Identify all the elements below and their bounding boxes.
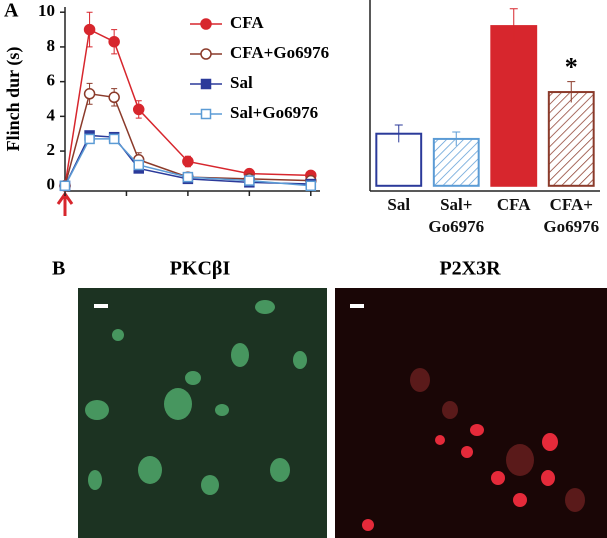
scale-bar [350, 304, 364, 308]
image-title: P2X3R [439, 258, 501, 280]
bar [547, 91, 595, 187]
marker [108, 35, 120, 48]
legend-marker [200, 108, 212, 120]
x-tick-label: Sal+ Go6976 [428, 195, 485, 236]
scale-bar [94, 304, 108, 308]
legend-label: Sal+Go6976 [230, 103, 318, 122]
marker [84, 133, 95, 145]
legend-marker [200, 78, 212, 90]
marker [108, 91, 120, 104]
x-tick-label: Sal [387, 195, 411, 214]
marker [182, 171, 194, 183]
marker [83, 23, 96, 36]
legend-label: Sal [230, 73, 253, 92]
marker [83, 88, 96, 100]
error-bar [567, 81, 576, 103]
marker [133, 159, 144, 171]
y-tick-label: 4 [47, 105, 56, 124]
micrograph [78, 288, 327, 538]
y-tick-label: 0 [47, 175, 56, 194]
y-tick-label: 2 [47, 140, 56, 159]
legend-marker [200, 18, 212, 30]
bar [490, 25, 538, 187]
legend-marker [200, 48, 212, 60]
y-tick-label: 6 [47, 71, 56, 90]
x-tick-label: CFA+ Go6976 [543, 195, 600, 236]
y-tick-label: 10 [38, 1, 55, 20]
micrograph [335, 288, 607, 538]
marker [132, 103, 145, 116]
legend-label: CFA [230, 13, 264, 32]
y-tick-label: 8 [47, 36, 56, 55]
panel-label: A [4, 0, 19, 22]
cells [362, 424, 558, 531]
marker [108, 133, 120, 145]
image-title: PKCβI [170, 258, 231, 280]
bar [432, 137, 480, 187]
x-tick-label: CFA [496, 195, 531, 214]
marker [244, 175, 255, 186]
marker [305, 180, 317, 192]
legend-label: CFA+Go6976 [230, 43, 329, 62]
error-bar [394, 124, 403, 143]
panel-label: B [52, 258, 65, 280]
marker [182, 155, 194, 168]
cells [85, 300, 307, 495]
marker [59, 180, 71, 192]
error-bar [452, 131, 461, 146]
cells [410, 368, 585, 512]
annotation: * [565, 53, 578, 82]
arrow [56, 191, 74, 216]
error-bar [509, 8, 518, 44]
y-axis-label: Flinch dur (s) [3, 47, 24, 152]
